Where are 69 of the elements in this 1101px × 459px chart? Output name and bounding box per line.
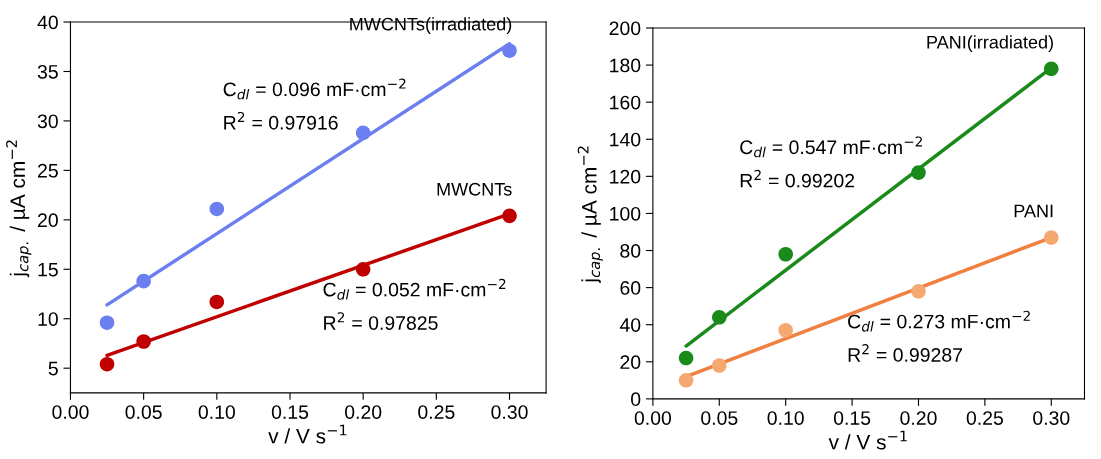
point: [355, 125, 371, 141]
point: [678, 350, 694, 366]
y-tick-label: 40: [37, 15, 58, 30]
series-label: MWCNTs: [437, 182, 512, 196]
y-tick-label: 80: [620, 243, 641, 258]
x-tick-label: 0.00: [634, 411, 672, 425]
x-tick-label: 0.05: [701, 411, 738, 425]
x-tick-label: 0.20: [900, 411, 937, 425]
annotation: C$_{dl}$ = 0.547 mF·cm$^{−2}$: [740, 136, 922, 158]
x-tick-label: 0.05: [125, 405, 162, 419]
x-tick-label: 0.15: [833, 411, 871, 425]
point: [712, 358, 727, 373]
y-axis-title: j$_{cap.}$ / µA cm$^{−2}$: [577, 146, 603, 284]
y-tick-label: 160: [610, 95, 641, 110]
point: [136, 273, 151, 289]
point: [1044, 61, 1059, 77]
y-tick-label: 0: [631, 392, 641, 407]
x-tick-label: 0.10: [767, 411, 804, 425]
y-tick-label: 40: [619, 318, 641, 332]
point: [911, 165, 926, 180]
point: [209, 294, 225, 310]
y-tick-label: 120: [610, 169, 641, 184]
point: [502, 208, 517, 224]
y-tick-label: 200: [609, 21, 641, 36]
y-tick-label: 35: [37, 64, 58, 79]
x-tick-label: 0.25: [418, 405, 455, 419]
point: [1044, 230, 1059, 245]
x-axis-title: v / V s$^{−1}$: [268, 424, 347, 444]
series-label: PANI: [1014, 204, 1053, 218]
point: [99, 315, 115, 330]
x-tick-label: 0.25: [966, 411, 1003, 425]
y-tick-label: 100: [610, 206, 641, 221]
y-tick-label: 5: [48, 361, 58, 376]
x-tick-label: 0.20: [345, 405, 382, 419]
x-tick-label: 0.10: [198, 405, 235, 419]
y-tick-label: 15: [38, 262, 58, 277]
series-label: PANI(irradiated): [927, 35, 1053, 53]
y-tick-label: 30: [37, 114, 58, 129]
y-tick-label: 140: [610, 132, 641, 147]
annotation: C$_{dl}$ = 0.096 mF·cm$^{−2}$: [223, 78, 406, 100]
series-label: MWCNTs(irradiated): [350, 17, 512, 35]
point: [778, 246, 793, 262]
x-tick-label: 0.30: [1033, 411, 1070, 425]
annotation: R$^{2}$ = 0.99202: [740, 169, 855, 188]
y-tick-label: 20: [38, 213, 58, 228]
annotation: R$^{2}$ = 0.97916: [224, 111, 338, 130]
x-tick-label: 0.30: [491, 405, 528, 419]
y-tick-label: 25: [38, 163, 58, 178]
y-tick-label: 20: [620, 355, 641, 370]
point: [502, 43, 517, 58]
y-tick-label: 180: [610, 58, 641, 73]
point: [209, 201, 225, 217]
point: [778, 322, 793, 338]
point: [911, 284, 926, 299]
x-tick-label: 0.15: [271, 405, 309, 419]
annotation: C$_{dl}$ = 0.052 mF·cm$^{−2}$: [323, 278, 506, 300]
point: [99, 356, 115, 372]
x-tick-label: 0.00: [52, 405, 89, 419]
point: [136, 334, 151, 349]
point: [355, 262, 371, 277]
x-axis-title: v / V s$^{−1}$: [828, 430, 907, 450]
point: [678, 373, 694, 388]
annotation: R$^{2}$ = 0.97825: [324, 312, 438, 330]
y-tick-label: 60: [620, 281, 641, 295]
point: [712, 310, 727, 325]
y-tick-label: 10: [38, 312, 58, 326]
annotation: R$^{2}$ = 0.99287: [848, 344, 962, 362]
annotation: C$_{dl}$ = 0.273 mF·cm$^{−2}$: [848, 310, 1030, 332]
y-axis-title: j$_{cap.}$ / µA cm$^{−2}$: [6, 140, 32, 278]
